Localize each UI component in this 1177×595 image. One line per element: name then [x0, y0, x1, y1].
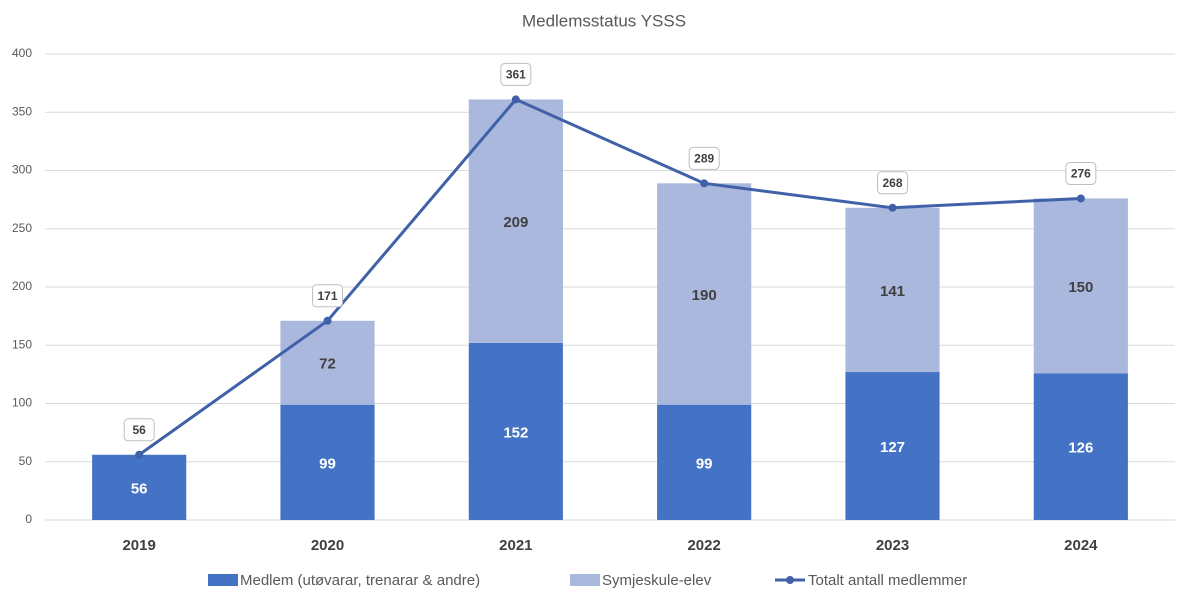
data-label: 126: [1068, 440, 1093, 457]
chart-title: Medlemsstatus YSSS: [522, 11, 686, 30]
x-tick-label: 2022: [687, 537, 720, 554]
data-label-box: [877, 171, 908, 195]
data-label: 99: [696, 455, 713, 472]
y-tick-label: 300: [12, 163, 32, 177]
y-tick-label: 400: [12, 46, 32, 60]
data-label-box: [312, 284, 343, 308]
data-label: 276: [1071, 167, 1091, 181]
y-tick-label: 350: [12, 104, 32, 118]
legend-swatch: [208, 574, 238, 586]
data-label: 56: [132, 423, 146, 437]
bar-segment: [468, 99, 563, 343]
legend-swatch: [786, 576, 794, 584]
bar-segment: [1033, 373, 1128, 520]
legend-label: Symjeskule-elev: [602, 572, 712, 589]
bar-segment: [845, 372, 940, 520]
data-label: 209: [503, 214, 528, 231]
line-point: [511, 95, 520, 104]
data-label: 152: [503, 424, 528, 441]
bar-segment: [657, 183, 752, 405]
data-label-box: [688, 146, 720, 170]
y-tick-label: 250: [12, 221, 32, 235]
x-tick-label: 2019: [122, 537, 155, 554]
legend-swatch: [570, 574, 600, 586]
total-line: [138, 97, 1081, 456]
line-point: [135, 450, 144, 459]
x-tick-label: 2023: [876, 537, 909, 554]
y-tick-label: 150: [12, 337, 32, 351]
data-label-box: [500, 62, 532, 86]
data-label: 72: [319, 356, 336, 373]
y-tick-label: 50: [19, 454, 33, 468]
x-tick-label: 2020: [311, 537, 344, 554]
bar-segment: [280, 320, 375, 405]
y-tick-label: 0: [25, 512, 32, 526]
data-label: 99: [319, 455, 336, 472]
data-label: 141: [880, 283, 905, 300]
x-tick-label: 2024: [1064, 537, 1098, 554]
line-point: [1076, 194, 1085, 203]
legend-label: Medlem (utøvarar, trenarar & andre): [240, 572, 480, 589]
bar-segment: [1033, 198, 1128, 374]
data-label-box: [1065, 161, 1097, 185]
data-label: 56: [131, 480, 148, 497]
line-point: [323, 316, 332, 325]
data-label: 150: [1068, 279, 1093, 296]
line-point: [700, 179, 709, 188]
legend-label: Totalt antall medlemmer: [808, 572, 967, 589]
bar-segment: [280, 404, 375, 520]
bar-segment: [845, 207, 940, 373]
y-tick-label: 100: [12, 396, 32, 410]
data-label-box: [123, 418, 155, 442]
bar-segment: [657, 404, 752, 520]
y-tick-label: 200: [12, 279, 32, 293]
data-label: 268: [882, 176, 902, 190]
bar-segment: [468, 342, 563, 520]
data-label: 127: [880, 439, 905, 456]
x-tick-label: 2021: [499, 537, 532, 554]
data-label: 361: [506, 68, 526, 82]
data-label: 190: [692, 287, 717, 304]
bar-segment: [92, 454, 187, 520]
data-label: 289: [694, 151, 714, 165]
data-label: 171: [317, 289, 337, 303]
line-point: [888, 203, 897, 212]
